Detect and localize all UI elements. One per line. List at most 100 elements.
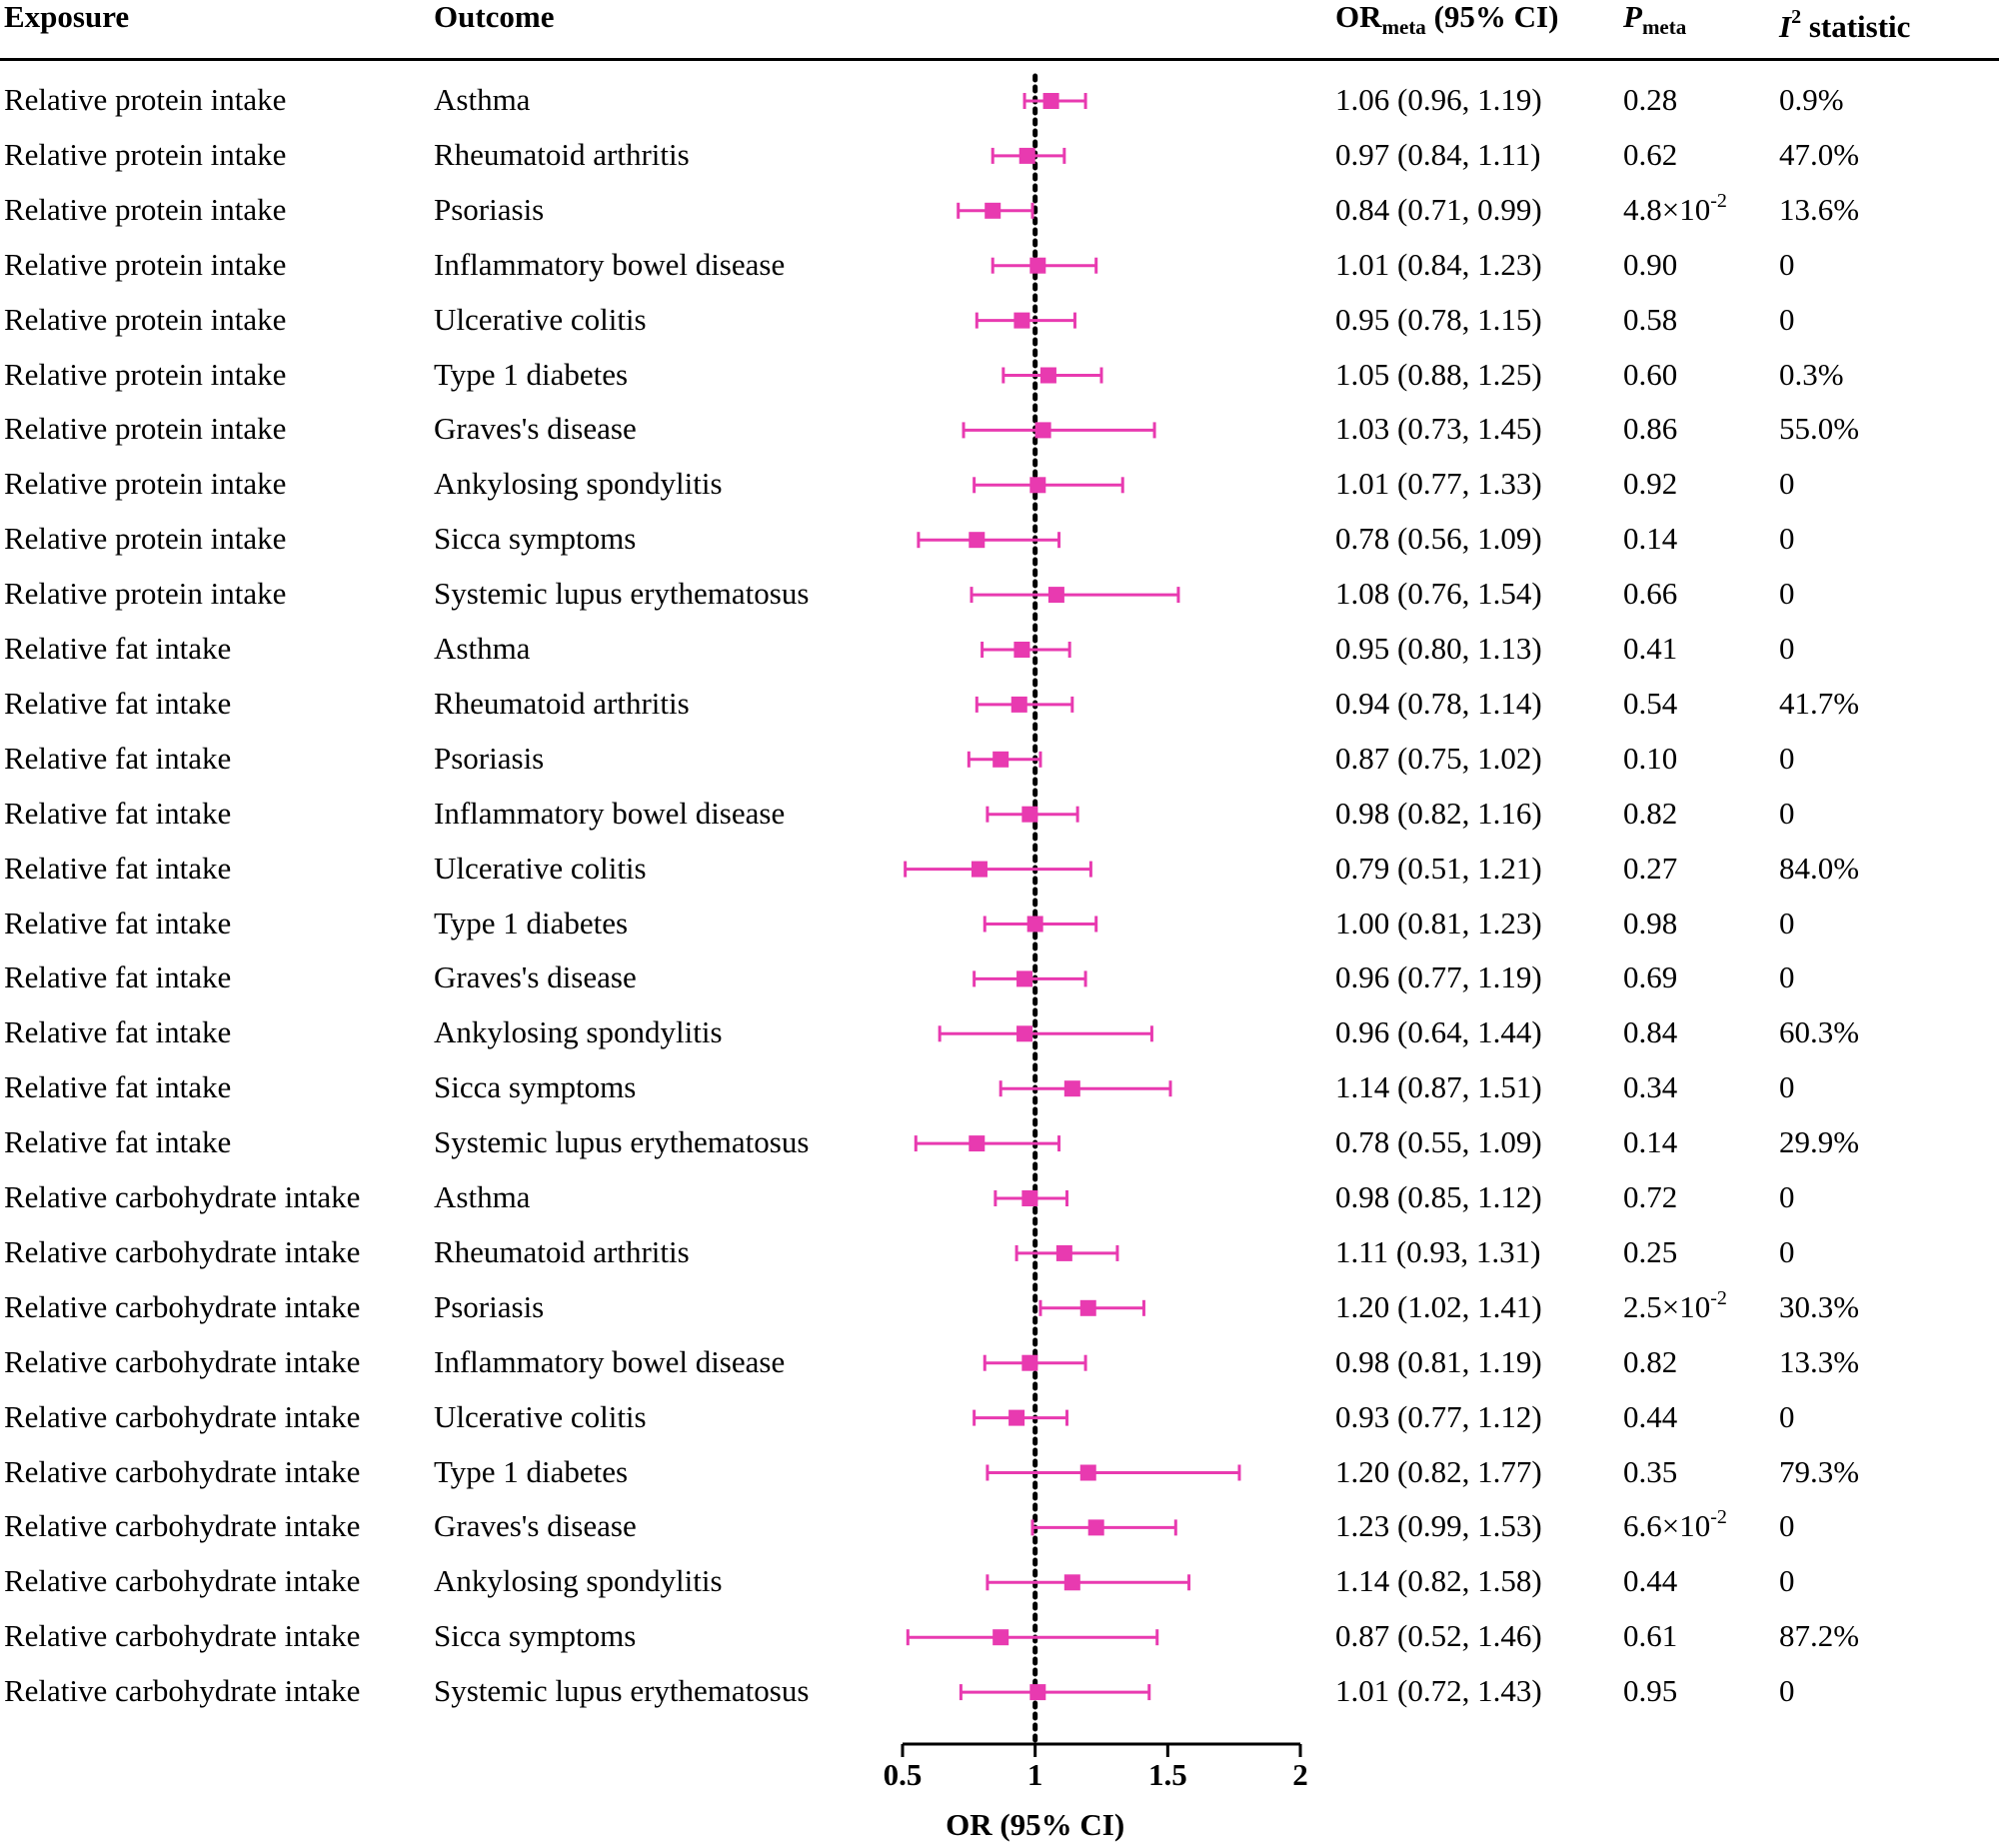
cell-outcome-text: Ankylosing spondylitis	[434, 466, 723, 502]
cell-i2: 0	[1779, 958, 1795, 996]
cell-exposure: Relative carbohydrate intake	[4, 1562, 360, 1600]
cell-or-ci: 1.06 (0.96, 1.19)	[1335, 81, 1542, 119]
or-point	[1034, 422, 1051, 439]
cell-exposure: Relative fat intake	[4, 1013, 231, 1051]
cell-i2: 29.9%	[1779, 1123, 1859, 1161]
cell-outcome: Ankylosing spondylitis	[434, 1562, 723, 1600]
cell-i2: 60.3%	[1779, 1013, 1859, 1051]
cell-or-ci-text: 1.06 (0.96, 1.19)	[1335, 82, 1542, 117]
cell-p-value: 0.82	[1623, 1343, 1677, 1381]
cell-exposure: Relative protein intake	[4, 301, 286, 339]
cell-exposure: Relative carbohydrate intake	[4, 1672, 360, 1710]
cell-outcome-text: Systemic lupus erythematosus	[434, 1673, 810, 1709]
cell-p-value-text: 0.35	[1623, 1453, 1678, 1489]
or-point	[1042, 93, 1059, 109]
cell-i2: 0	[1779, 905, 1795, 942]
cell-p-value: 2.5×10-2	[1623, 1288, 1727, 1326]
or-point	[985, 202, 1001, 219]
cell-exposure: Relative carbohydrate intake	[4, 1453, 360, 1491]
cell-p-value: 0.92	[1623, 465, 1677, 503]
cell-i2-text: 0	[1779, 795, 1795, 831]
cell-p-value: 6.6×10-2	[1623, 1507, 1727, 1545]
cell-p-value: 0.72	[1623, 1178, 1677, 1216]
cell-i2-text: 0	[1779, 905, 1795, 940]
cell-outcome: Graves's disease	[434, 1507, 637, 1545]
or-point	[1029, 477, 1046, 494]
cell-exposure: Relative fat intake	[4, 905, 231, 942]
cell-p-value-text: 0.84	[1623, 1014, 1678, 1050]
cell-p-value: 0.84	[1623, 1013, 1677, 1051]
or-point	[993, 751, 1009, 768]
cell-p-exponent: -2	[1710, 1286, 1727, 1309]
cell-exposure: Relative protein intake	[4, 465, 286, 503]
cell-i2-text: 0	[1779, 959, 1795, 995]
cell-exposure-text: Relative fat intake	[4, 905, 232, 940]
cell-exposure-text: Relative carbohydrate intake	[4, 1343, 361, 1379]
cell-i2-text: 0	[1779, 740, 1795, 776]
cell-or-ci-text: 0.95 (0.78, 1.15)	[1335, 301, 1542, 337]
cell-outcome: Sicca symptoms	[434, 1617, 636, 1655]
cell-i2-text: 41.7%	[1779, 685, 1860, 721]
cell-i2: 55.0%	[1779, 410, 1859, 448]
or-point	[1039, 367, 1056, 384]
plot-marks	[901, 73, 1302, 1757]
cell-i2: 0	[1779, 246, 1795, 284]
cell-or-ci: 0.98 (0.85, 1.12)	[1335, 1178, 1542, 1216]
or-point	[1010, 696, 1027, 713]
or-point	[969, 532, 986, 549]
cell-or-ci-text: 0.84 (0.71, 0.99)	[1335, 191, 1542, 227]
cell-exposure-text: Relative fat intake	[4, 685, 232, 721]
cell-outcome: Asthma	[434, 630, 530, 668]
header-exposure: Exposure	[4, 0, 130, 34]
cell-or-ci-text: 0.94 (0.78, 1.14)	[1335, 685, 1542, 721]
cell-exposure: Relative carbohydrate intake	[4, 1178, 360, 1216]
cell-p-value-text: 0.61	[1623, 1618, 1678, 1654]
cell-p-value: 0.66	[1623, 575, 1677, 613]
cell-p-value-text: 0.95	[1623, 1673, 1678, 1709]
cell-exposure: Relative protein intake	[4, 191, 286, 229]
cell-or-ci-text: 1.00 (0.81, 1.23)	[1335, 905, 1542, 940]
cell-outcome: Psoriasis	[434, 740, 544, 778]
cell-i2-text: 0	[1779, 631, 1795, 666]
cell-outcome: Psoriasis	[434, 191, 544, 229]
cell-i2-text: 30.3%	[1779, 1288, 1860, 1324]
cell-outcome: Inflammatory bowel disease	[434, 1343, 785, 1381]
cell-or-ci: 0.95 (0.78, 1.15)	[1335, 301, 1542, 339]
cell-outcome-text: Inflammatory bowel disease	[434, 1343, 786, 1379]
cell-outcome: Asthma	[434, 1178, 530, 1216]
cell-p-value: 0.61	[1623, 1617, 1677, 1655]
or-point	[1029, 257, 1046, 274]
cell-i2: 13.3%	[1779, 1343, 1859, 1381]
cell-exposure: Relative protein intake	[4, 246, 286, 284]
cell-exposure-text: Relative carbohydrate intake	[4, 1563, 361, 1599]
cell-i2-text: 0	[1779, 1398, 1795, 1434]
cell-or-ci-text: 0.96 (0.64, 1.44)	[1335, 1014, 1542, 1050]
cell-outcome-text: Sicca symptoms	[434, 1618, 637, 1654]
cell-i2: 0	[1779, 1068, 1795, 1106]
cell-outcome-text: Sicca symptoms	[434, 521, 637, 557]
cell-i2: 0	[1779, 795, 1795, 833]
cell-exposure: Relative protein intake	[4, 410, 286, 448]
cell-exposure-text: Relative fat intake	[4, 631, 232, 666]
cell-outcome: Inflammatory bowel disease	[434, 795, 785, 833]
x-tick-label: 2	[1292, 1757, 1308, 1792]
cell-or-ci: 1.20 (1.02, 1.41)	[1335, 1288, 1542, 1326]
cell-or-ci-text: 0.98 (0.85, 1.12)	[1335, 1179, 1542, 1214]
cell-p-value-text: 0.92	[1623, 466, 1678, 502]
cell-or-ci: 1.08 (0.76, 1.54)	[1335, 575, 1542, 613]
cell-outcome: Rheumatoid arthritis	[434, 1233, 690, 1271]
or-point	[1021, 1190, 1038, 1206]
cell-outcome-text: Graves's disease	[434, 959, 637, 995]
cell-or-ci: 1.11 (0.93, 1.31)	[1335, 1233, 1541, 1271]
cell-exposure-text: Relative carbohydrate intake	[4, 1453, 361, 1489]
or-point	[1079, 1464, 1096, 1481]
cell-exposure-text: Relative fat intake	[4, 795, 232, 831]
cell-outcome-text: Graves's disease	[434, 1508, 637, 1544]
or-point	[971, 861, 988, 878]
cell-exposure-text: Relative protein intake	[4, 301, 287, 337]
cell-outcome: Sicca symptoms	[434, 520, 636, 558]
cell-exposure: Relative carbohydrate intake	[4, 1398, 360, 1436]
cell-i2-text: 0	[1779, 1179, 1795, 1214]
cell-outcome: Graves's disease	[434, 958, 637, 996]
cell-outcome-text: Psoriasis	[434, 191, 545, 227]
